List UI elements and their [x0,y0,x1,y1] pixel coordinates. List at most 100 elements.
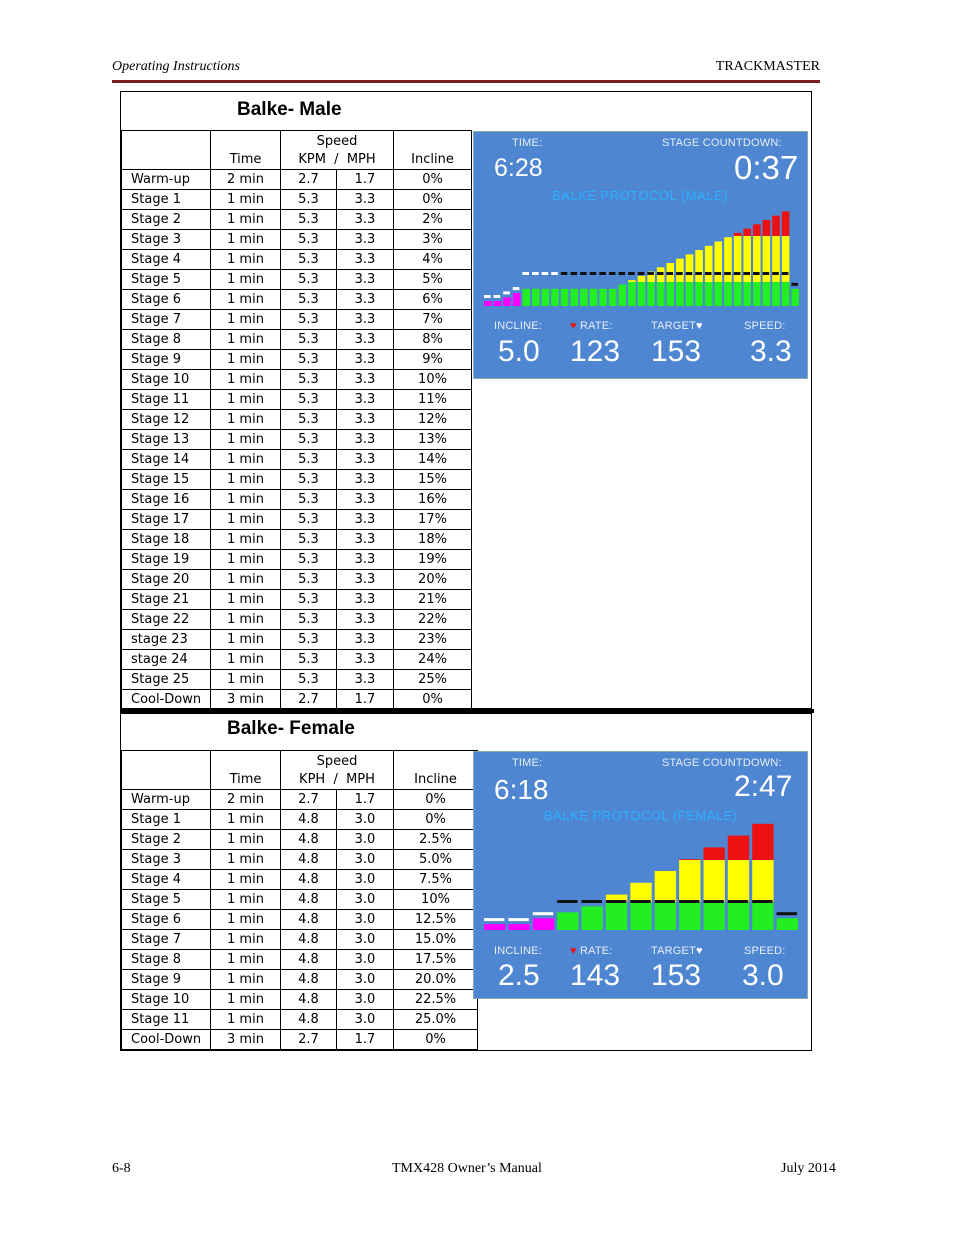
time-cell: 1 min [210,389,281,410]
time-cell: 1 min [210,469,281,490]
stage-cell: Stage 5 [121,889,211,910]
incline-bar [551,288,559,306]
treadmill-display-male: TIME: STAGE COUNTDOWN: 6:28 0:37 BALKE P… [473,131,808,379]
incline-value: 5.0 [498,335,540,368]
speed-units-label: KPM / MPH [298,152,376,167]
mph-cell: 3.0 [336,989,394,1010]
kpm-cell: 5.3 [280,629,337,650]
stage-cell: Stage 11 [121,1009,211,1030]
incline-cell: 0% [393,189,472,210]
time-cell: 1 min [210,209,281,230]
stage-cell: Stage 4 [121,869,211,890]
stage-cell: Stage 5 [121,269,211,290]
mph-cell: 3.0 [336,869,394,890]
stage-cell: Stage 8 [121,949,211,970]
target-line-segment [703,900,724,903]
time-cell: 1 min [210,629,281,650]
table-row: Stage 14 1 min 5.3 3.3 14% [121,449,472,470]
target-line-segment [743,272,750,275]
target-line-segment [522,272,529,275]
time-cell: 1 min [210,349,281,370]
treadmill-display-female: TIME: STAGE COUNTDOWN: 6:18 2:47 BALKE P… [473,751,808,999]
header-rule [112,80,820,83]
incline-bar [522,288,530,306]
kpm-cell: 4.8 [280,849,337,870]
target-line-segment [695,272,702,275]
target-line-segment [656,272,664,275]
time-label: TIME: [512,137,543,149]
footer-manual-title: TMX428 Owner’s Manual [392,1161,542,1176]
incline-cell: 3% [393,229,472,250]
stage-cell: Cool-Down [121,1029,211,1050]
incline-bar [532,918,555,930]
mph-cell: 3.3 [336,589,394,610]
time-cell: 1 min [210,229,281,250]
target-line-segment [752,900,773,903]
time-cell: 1 min [210,509,281,530]
stage-cell: Stage 7 [121,309,211,330]
incline-bar [570,288,579,306]
header-brand: TRACKMASTER [715,59,820,74]
incline-bar [608,288,617,306]
time-cell: 1 min [210,289,281,310]
time-cell: 1 min [210,409,281,430]
kpm-cell: 2.7 [280,789,337,810]
kpm-cell: 5.3 [280,289,337,310]
kpm-cell: 4.8 [280,929,337,950]
kpm-cell: 2.7 [280,1029,337,1050]
time-cell: 1 min [210,829,281,850]
mph-cell: 1.7 [336,689,394,710]
time-cell: 1 min [210,309,281,330]
incline-cell: 10% [393,889,478,910]
rate-label-text: RATE: [580,320,613,332]
target-line-segment [580,272,587,275]
target-line-segment [560,272,568,275]
table-row: Stage 12 1 min 5.3 3.3 12% [121,409,472,430]
kpm-cell: 5.3 [280,449,337,470]
incline-cell: 7.5% [393,869,478,890]
incline-bar [637,275,646,306]
incline-bar-graph [484,211,799,306]
mph-cell: 3.0 [336,969,394,990]
table-row: stage 23 1 min 5.3 3.3 23% [121,629,472,650]
incline-bar [654,871,677,930]
mph-cell: 3.3 [336,369,394,390]
target-line-segment [618,272,626,275]
incline-bar [714,241,723,306]
table-row: Stage 10 1 min 4.8 3.0 22.5% [121,989,478,1010]
stage-cell: Warm-up [121,169,211,190]
target-line-segment [503,291,510,295]
incline-cell: 20% [393,569,472,590]
time-cell: 1 min [210,969,281,990]
incline-cell: 19% [393,549,472,570]
speed-label: SPEED: [744,320,786,332]
balke-male-section: Balke- Male Time Speed KPM / MPH Incline… [120,91,812,710]
target-line-segment [637,272,645,275]
time-cell: 1 min [210,369,281,390]
mph-cell: 3.3 [336,429,394,450]
kpm-cell: 5.3 [280,649,337,670]
kpm-cell: 4.8 [280,969,337,990]
time-cell: 1 min [210,429,281,450]
mph-cell: 3.0 [336,909,394,930]
mph-cell: 3.3 [336,189,394,210]
target-line-segment [733,272,741,275]
incline-cell: 12% [393,409,472,430]
kpm-cell: 5.3 [280,669,337,690]
stage-cell: Stage 15 [121,469,211,490]
speed-header: Speed KPH / MPH [280,750,394,790]
table-row: Stage 11 1 min 4.8 3.0 25.0% [121,1009,478,1030]
time-cell: 1 min [210,989,281,1010]
table-row: Stage 15 1 min 5.3 3.3 15% [121,469,472,490]
target-heart-rate-value: 153 [651,959,702,992]
mph-cell: 3.3 [336,649,394,670]
incline-cell: 0% [393,809,478,830]
incline-bar [776,918,798,930]
target-line-segment [781,272,789,275]
time-cell: 1 min [210,489,281,510]
incline-cell: 2.5% [393,829,478,850]
incline-bar [599,288,607,306]
incline-header: Incline [393,130,472,170]
